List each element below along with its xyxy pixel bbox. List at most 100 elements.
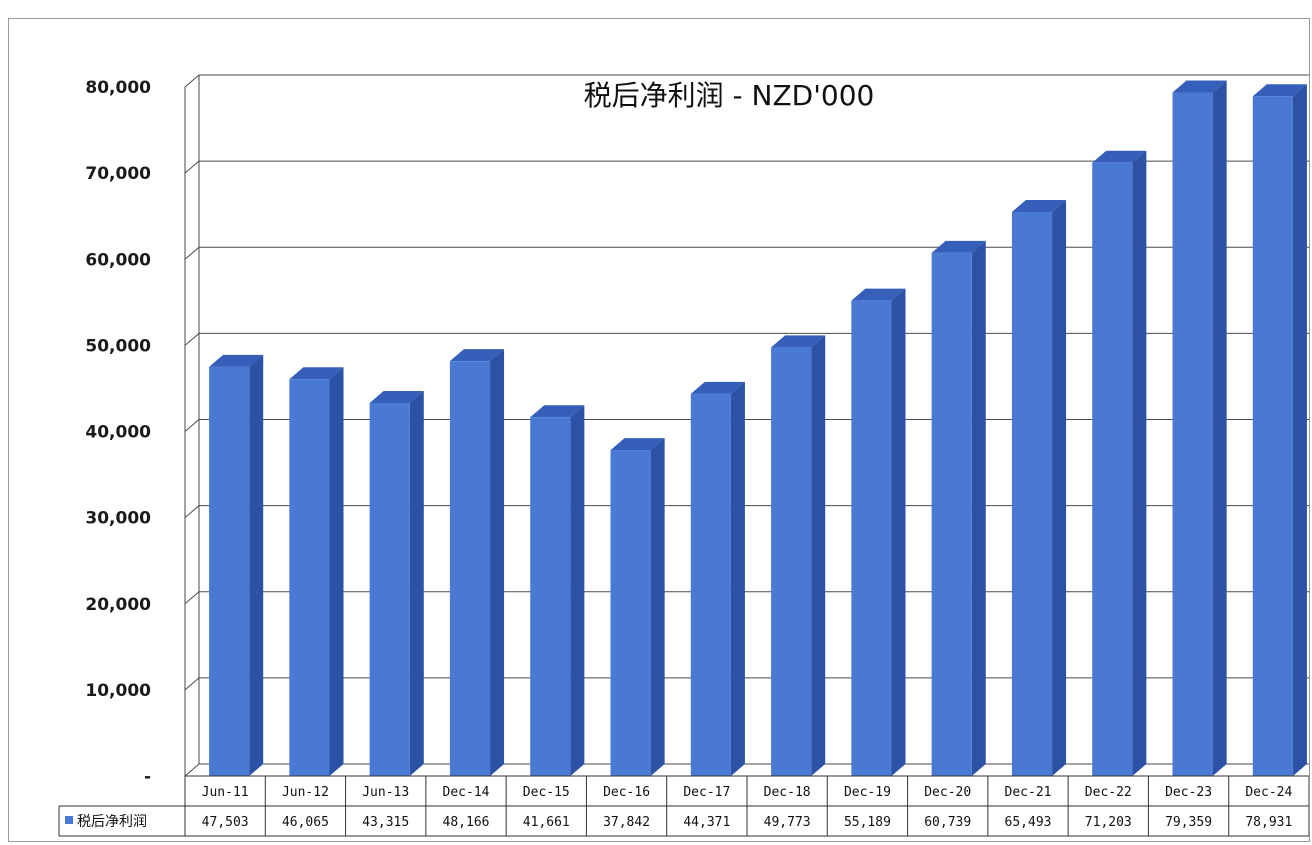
bar (1172, 92, 1213, 776)
bar (209, 366, 250, 776)
data-label: 60,739 (924, 815, 971, 830)
bar-Dec-16 (610, 438, 665, 776)
bar-side (409, 390, 424, 776)
data-label: 78,931 (1245, 815, 1292, 830)
bar-top (1092, 150, 1147, 163)
bar-Dec-17 (690, 381, 745, 776)
gridline-depth (184, 246, 200, 260)
y-tick-label: 50,000 (85, 336, 151, 356)
chart-frame: - 10,000 20,000 30,000 40,000 50,000 60,000 70,… (8, 18, 1310, 842)
y-tick-label: 70,000 (85, 164, 151, 184)
y-tick-label: 80,000 (85, 78, 151, 98)
gridline-depth (184, 419, 200, 432)
bar-top (690, 381, 745, 394)
gridline-depth (184, 332, 200, 346)
data-label: 43,315 (362, 815, 409, 830)
y-tick-label: 30,000 (85, 509, 151, 529)
bar-side (891, 288, 906, 776)
bar-chart: - 10,000 20,000 30,000 40,000 50,000 60,000 70,… (58, 74, 1309, 837)
legend-label: 税后净利润 (77, 814, 147, 830)
bars (209, 80, 1307, 777)
bar-top (1011, 199, 1067, 212)
x-tick-label: Jun-12 (282, 785, 329, 800)
bar-side (971, 240, 986, 776)
data-label: 65,493 (1005, 815, 1052, 830)
bar-Dec-19 (851, 288, 906, 776)
bar-top (610, 438, 665, 451)
x-tick-label: Jun-13 (362, 785, 409, 800)
data-table: Jun-11 47,503 Jun-12 46,065 Jun-13 43,315 Dec-… (58, 775, 1309, 837)
x-tick-label: Dec-18 (764, 785, 811, 800)
x-tick-label: Dec-15 (523, 785, 570, 800)
data-label: 47,503 (202, 815, 249, 830)
bar (771, 347, 812, 776)
data-label: 48,166 (443, 815, 490, 830)
bar-top (931, 240, 986, 253)
x-tick-label: Dec-23 (1165, 785, 1212, 800)
bar-Dec-24 (1252, 84, 1307, 776)
bar-Dec-15 (530, 405, 585, 776)
y-tick-label: - (144, 767, 151, 787)
bar-Jun-12 (289, 367, 344, 776)
bar (289, 379, 330, 776)
bar-side (811, 335, 826, 776)
data-label: 46,065 (282, 815, 329, 830)
data-label: 55,189 (844, 815, 891, 830)
data-label: 79,359 (1165, 815, 1212, 830)
y-tick-label: 40,000 (85, 423, 151, 443)
gridline-depth (184, 591, 200, 605)
bar-Dec-20 (931, 240, 986, 776)
x-tick-label: Dec-20 (924, 785, 971, 800)
bar-Dec-21 (1011, 199, 1067, 777)
data-label: 44,371 (683, 815, 730, 830)
bar-Dec-14 (449, 349, 505, 776)
bar-top (530, 405, 585, 418)
bar-top (771, 335, 826, 348)
x-tick-label: Jun-11 (202, 785, 249, 800)
bar (1252, 96, 1293, 776)
bar-side (570, 405, 585, 776)
y-tick-label: 60,000 (85, 250, 151, 270)
bar-side (1212, 80, 1227, 776)
bar-side (1132, 150, 1147, 776)
data-label: 49,773 (764, 815, 811, 830)
bar-top (1252, 84, 1307, 97)
gridline-depth (184, 677, 200, 691)
bar-side (329, 367, 344, 776)
bar-side (730, 381, 745, 776)
y-tick-label: 10,000 (85, 681, 151, 701)
x-tick-label: Dec-17 (683, 785, 730, 800)
legend-swatch (65, 816, 73, 824)
y-axis-ticks: - 10,000 20,000 30,000 40,000 50,000 60,000 70,… (85, 78, 151, 787)
bar (1011, 211, 1053, 777)
bar-Dec-18 (771, 335, 826, 776)
bar-top (289, 367, 344, 380)
bar-side (490, 349, 505, 776)
bar (610, 450, 651, 776)
bar-side (249, 354, 264, 776)
bar-side (1292, 84, 1307, 776)
bar-top (209, 354, 264, 367)
bar-Dec-23 (1172, 80, 1227, 776)
bar (851, 300, 892, 776)
data-label: 41,661 (523, 815, 570, 830)
bar (449, 361, 491, 776)
x-tick-label: Dec-24 (1245, 785, 1292, 800)
x-tick-label: Dec-16 (603, 785, 650, 800)
y-tick-label: 20,000 (85, 595, 151, 615)
data-label: 37,842 (603, 815, 650, 830)
gridline-depth (184, 160, 200, 174)
bar (931, 252, 972, 776)
bar-side (650, 438, 665, 776)
gridline-depth (184, 505, 200, 519)
gridline-depth (184, 74, 200, 88)
bar (369, 402, 410, 776)
bar-top (851, 288, 906, 301)
gridline-depth (184, 763, 200, 777)
bar (690, 393, 731, 776)
bar (530, 417, 571, 776)
bar-Dec-22 (1092, 150, 1147, 776)
x-tick-label: Dec-21 (1005, 785, 1052, 800)
chart-title: 税后净利润 - NZD'000 (584, 79, 875, 112)
data-label: 71,203 (1085, 815, 1132, 830)
